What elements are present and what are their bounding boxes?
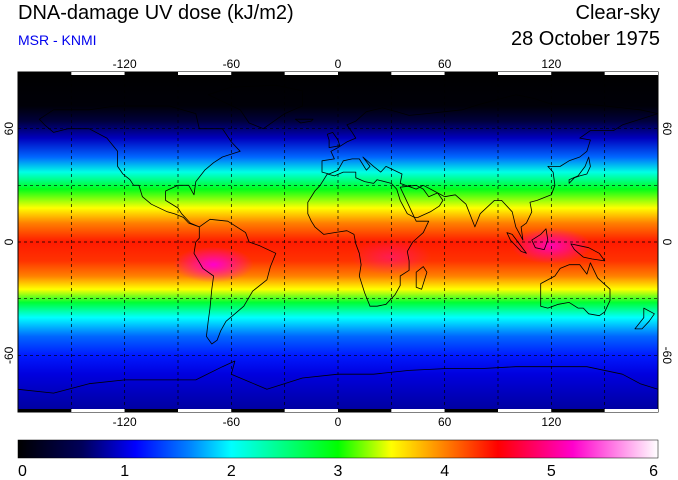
lat-tick-label-left: 60 (2, 122, 16, 136)
frame-segment (391, 72, 445, 75)
frame-segment (231, 409, 285, 412)
coastline-eurasia (321, 94, 658, 241)
frame-segment (124, 72, 178, 75)
frame-segment (444, 72, 498, 75)
frame-segment (604, 409, 658, 412)
coastline-australia (540, 262, 611, 317)
colorbar-labels: 0 1 2 3 4 5 6 (18, 463, 658, 480)
lat-tick-label-right: 0 (660, 239, 674, 246)
coastline-north-america (38, 105, 241, 228)
frame-segment (338, 72, 392, 75)
lon-tick-label-bottom: -60 (223, 415, 241, 429)
frame-segment (551, 72, 605, 75)
colorbar-tick-label: 2 (227, 463, 236, 480)
lon-tick-label-top: 60 (438, 57, 452, 71)
frame-segment (391, 409, 445, 412)
lat-tick-label-right: -60 (660, 347, 674, 365)
map-axes: -120 -120 -60 -60 0 0 60 60 120 120 60 60 0 0 -60 -60 (2, 57, 674, 429)
map-date: 28 October 1975 (511, 28, 660, 50)
colorbar (17, 439, 659, 459)
uv-hotspots (173, 227, 592, 283)
colorbar-tick-label: 6 (649, 463, 658, 480)
colorbar-tick-label: 4 (440, 463, 449, 480)
uv-hotspot (351, 239, 432, 276)
lat-tick-label-left: -60 (2, 346, 16, 364)
frame-segment (178, 72, 232, 75)
frame-segment (551, 409, 605, 412)
sky-condition: Clear-sky (575, 2, 660, 24)
frame-segment (71, 409, 125, 412)
lat-tick-label-left: 0 (2, 238, 16, 245)
frame-segment (178, 409, 232, 412)
coastline-japan (568, 156, 591, 184)
frame-segment (338, 409, 392, 412)
map-title: DNA-damage UV dose (kJ/m2) (18, 2, 294, 24)
colorbar-tick-label: 1 (120, 463, 129, 480)
frame-segment (498, 72, 552, 75)
coastline-new-zealand (634, 307, 655, 330)
frame-segment (498, 409, 552, 412)
coastline-antarctica (18, 360, 658, 394)
coastline-sumatra (506, 232, 527, 254)
coastline-iceland (294, 118, 314, 124)
uv-hotspot (511, 227, 592, 264)
lon-tick-label-bottom: 120 (541, 415, 561, 429)
coastline-uk (326, 131, 341, 149)
colorbar-tick-label: 0 (18, 463, 27, 480)
lon-tick-label-bottom: -120 (113, 415, 137, 429)
frame-segment (231, 72, 285, 75)
coastline-south-america (193, 218, 277, 345)
colorbar-tick-label: 3 (334, 463, 343, 480)
lon-tick-label-top: 120 (541, 57, 561, 71)
frame-segment (124, 409, 178, 412)
coastlines (18, 84, 658, 394)
lon-tick-label-top: -60 (223, 57, 241, 71)
frame-segment (604, 72, 658, 75)
colorbar-tick-label: 5 (547, 463, 556, 480)
frame-segment (284, 72, 338, 75)
lon-tick-label-bottom: 60 (438, 415, 452, 429)
coastline-greenland (207, 84, 303, 130)
frame-segment (71, 72, 125, 75)
lon-tick-label-top: -120 (113, 57, 137, 71)
lon-tick-label-top: 0 (335, 57, 342, 71)
graticule (18, 72, 658, 412)
uv-hotspot (173, 246, 254, 283)
lat-tick-label-right: 60 (660, 122, 674, 136)
frame-segment (18, 72, 72, 75)
frame-segment (284, 409, 338, 412)
lon-tick-label-bottom: 0 (335, 415, 342, 429)
map-source: MSR - KNMI (18, 32, 97, 48)
coastline-arabia (399, 184, 444, 218)
frame-segment (18, 409, 72, 412)
frame-segment (444, 409, 498, 412)
coastline-borneo (531, 228, 549, 251)
coastline-africa (307, 171, 430, 307)
coastline-madagascar (415, 266, 428, 290)
